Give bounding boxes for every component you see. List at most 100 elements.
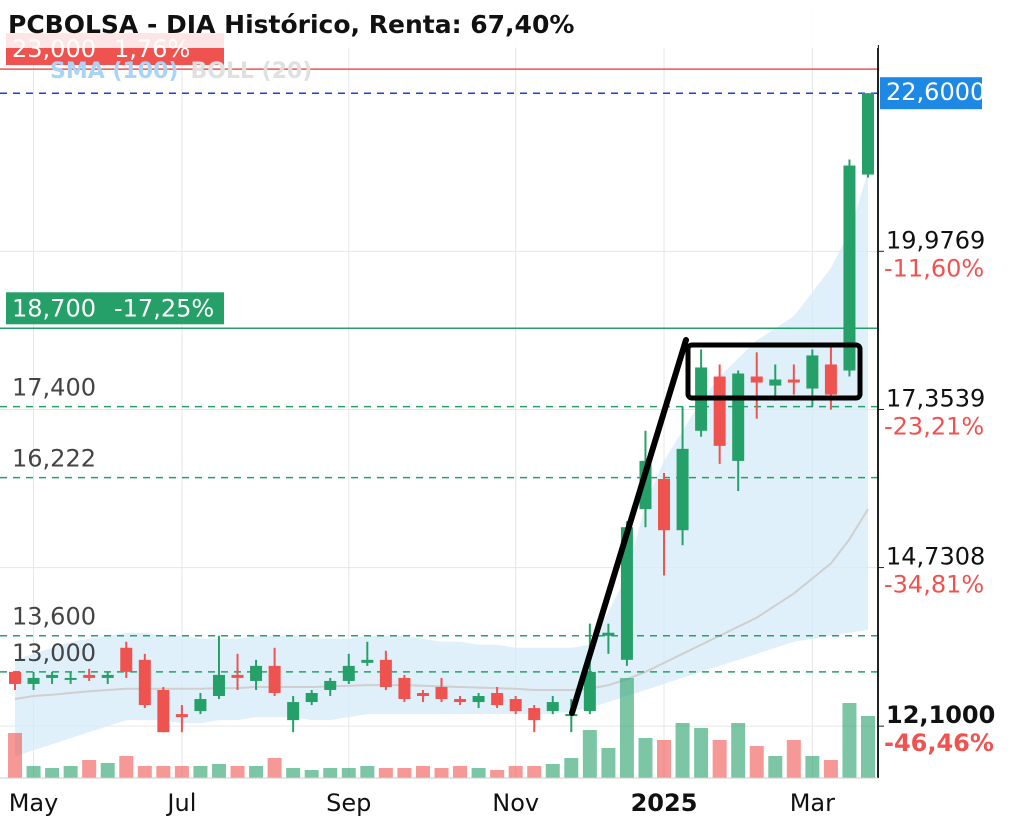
volume-bar [694, 728, 709, 778]
volume-bar [100, 763, 115, 778]
volume-bar [8, 733, 22, 778]
candle-body [787, 379, 800, 383]
volume-bar [823, 760, 838, 778]
candle-body [528, 708, 541, 721]
candle-body [750, 376, 763, 383]
y-tick-change: -23,21% [884, 412, 984, 440]
y-tick-change: -34,81% [884, 571, 984, 599]
volume-bar [323, 768, 338, 778]
candle-body [732, 373, 745, 461]
volume-bar [397, 768, 412, 778]
level-label: 16,222 [12, 445, 96, 473]
candle-body [713, 376, 726, 446]
volume-bar [360, 766, 375, 778]
x-tick-label: Jul [165, 789, 196, 817]
plot-area: 23,000 1,76%18,700 -17,25%17,40016,22213,6… [0, 10, 878, 778]
volume-bar [230, 766, 245, 778]
candle-body [509, 699, 522, 712]
volume-bar [137, 766, 152, 778]
volume-bar [378, 768, 393, 778]
x-tick-label: Nov [492, 789, 539, 817]
volume-bar [249, 766, 264, 778]
volume-bar [712, 740, 727, 778]
candle-body [806, 355, 819, 389]
trend-drawing [569, 337, 689, 716]
x-tick-label: May [9, 789, 59, 817]
volume-bar [582, 730, 597, 778]
candle-body [824, 364, 837, 395]
volume-bar [564, 758, 579, 778]
y-tick-label: 14,7308 [886, 543, 985, 571]
candle-body [194, 699, 207, 712]
candle-body [546, 702, 559, 712]
candle-body [769, 379, 782, 386]
volume-bar [415, 766, 430, 778]
candle-body [9, 671, 21, 684]
candle-body [83, 674, 96, 678]
candle-body [64, 677, 77, 680]
candle-body [120, 647, 133, 672]
last-price-bg [880, 77, 982, 110]
candle-body [138, 659, 151, 706]
volume-bar [119, 756, 134, 778]
volume-bar [211, 764, 226, 778]
candle-body [620, 527, 633, 660]
level-label-bg [6, 292, 224, 325]
candle-body [324, 680, 337, 690]
volume-bar [286, 768, 301, 778]
candle-body [287, 702, 300, 721]
candle-body [212, 674, 225, 697]
volume-bar [193, 766, 208, 778]
bollinger-band [15, 171, 868, 757]
candle-body [305, 693, 318, 703]
volume-bar [434, 768, 449, 778]
candle-body [342, 665, 355, 681]
candle-body [231, 674, 244, 678]
candle-body [843, 165, 856, 371]
candle-body [676, 448, 689, 531]
volume-bar [156, 766, 171, 778]
candle-body [361, 659, 374, 663]
volume-bar [545, 764, 560, 778]
volume-bar [749, 746, 764, 778]
candle-body [472, 696, 485, 703]
volume-bar [638, 738, 653, 778]
volume-bar [45, 768, 60, 778]
volume-bar [842, 703, 857, 778]
volume-bar [861, 716, 875, 778]
candle-body [454, 699, 467, 703]
y-tick-label: 17,3539 [886, 384, 985, 412]
title-bg [0, 0, 878, 48]
volume-bar [619, 678, 634, 778]
volume-bar [471, 768, 486, 778]
volume-bar [453, 766, 468, 778]
x-tick-label: Mar [790, 789, 835, 817]
level-label: 18,700 [12, 294, 96, 322]
level-change: -17,25% [114, 294, 214, 322]
candle-body [175, 714, 188, 718]
candle-body [27, 677, 40, 684]
volume-bar [786, 740, 801, 778]
candle-body [101, 674, 114, 678]
candle-body [379, 659, 392, 687]
volume-bar [768, 756, 783, 778]
candle-body [268, 665, 281, 694]
candle-body [583, 671, 596, 712]
candle-body [157, 689, 170, 733]
volume-bar [601, 748, 616, 778]
indicator-legend: BOLL (20) [190, 59, 312, 84]
volume-bar [527, 766, 542, 778]
volume-bar [805, 756, 820, 778]
candle-body [658, 478, 671, 531]
volume-bar [341, 768, 356, 778]
x-tick-label: Sep [326, 789, 371, 817]
chart-title: PCBOLSA - DIA Histórico, Renta: 67,40% [8, 10, 574, 39]
candle-body [46, 674, 59, 678]
volume-bar [174, 766, 189, 778]
volume-bar [26, 766, 41, 778]
y-tick-label: 12,1000 [886, 701, 995, 729]
candle-body [435, 686, 448, 700]
volume-bar [731, 723, 746, 778]
